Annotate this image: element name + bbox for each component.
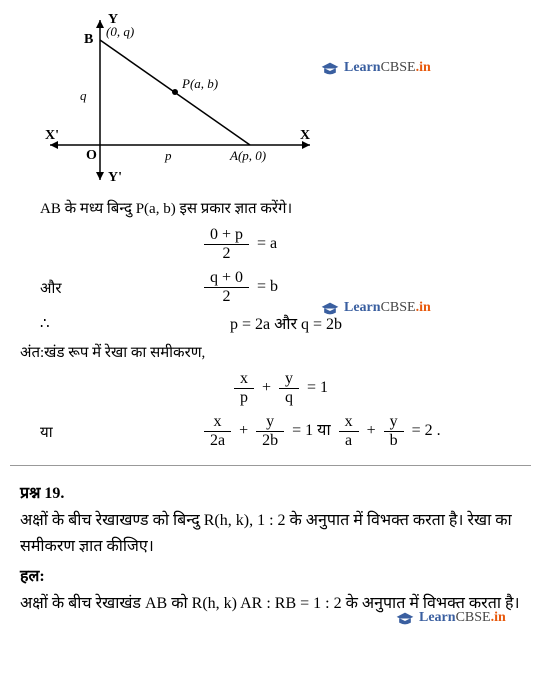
equation-1: 0 + p2 = a	[160, 226, 531, 263]
graduation-cap-icon	[320, 61, 340, 76]
label-bcoord: (0, q)	[106, 24, 134, 40]
label-therefore: ∴	[10, 314, 160, 333]
equation-4: x2a + y2b = 1 या xa + yb = 2 .	[160, 413, 531, 450]
graduation-cap-icon	[320, 301, 340, 316]
question-text: अक्षों के बीच रेखाखण्ड को बिन्दु R(h, k)…	[20, 508, 521, 559]
question-heading: प्रश्न 19.	[20, 481, 531, 503]
watermark-2: LearnCBSE.in	[320, 300, 431, 316]
label-and: और	[10, 278, 160, 298]
wm-learn: Learn	[344, 60, 381, 75]
label-q: q	[80, 88, 87, 104]
watermark-1: LearnCBSE.in	[320, 60, 431, 76]
line-midpoint: AB के मध्य बिन्दु P(a, b) इस प्रकार ज्ञा…	[40, 198, 531, 218]
label-p: P(a, b)	[182, 76, 218, 92]
label-or: या	[10, 422, 160, 442]
section-divider	[10, 465, 531, 466]
watermark-3: LearnCBSE.in	[395, 610, 506, 626]
graduation-cap-icon	[395, 611, 415, 626]
wm-cbse: CBSE	[381, 60, 416, 75]
line-intercept: अंत:खंड रूप में रेखा का समीकरण,	[20, 342, 531, 362]
answer-label: हल:	[20, 564, 521, 586]
label-b: B	[84, 32, 93, 48]
label-x: X	[300, 128, 310, 144]
coordinate-diagram: Y Y' X X' O B (0, q) P(a, b) A(p, 0) q p	[40, 10, 320, 190]
label-xp: X'	[45, 128, 59, 144]
label-yp: Y'	[108, 170, 122, 186]
label-o: O	[86, 148, 97, 164]
label-a: A(p, 0)	[230, 148, 266, 164]
label-plen: p	[165, 148, 172, 164]
wm-in: .in	[416, 60, 431, 75]
equation-3: xp + yq = 1	[160, 370, 531, 407]
